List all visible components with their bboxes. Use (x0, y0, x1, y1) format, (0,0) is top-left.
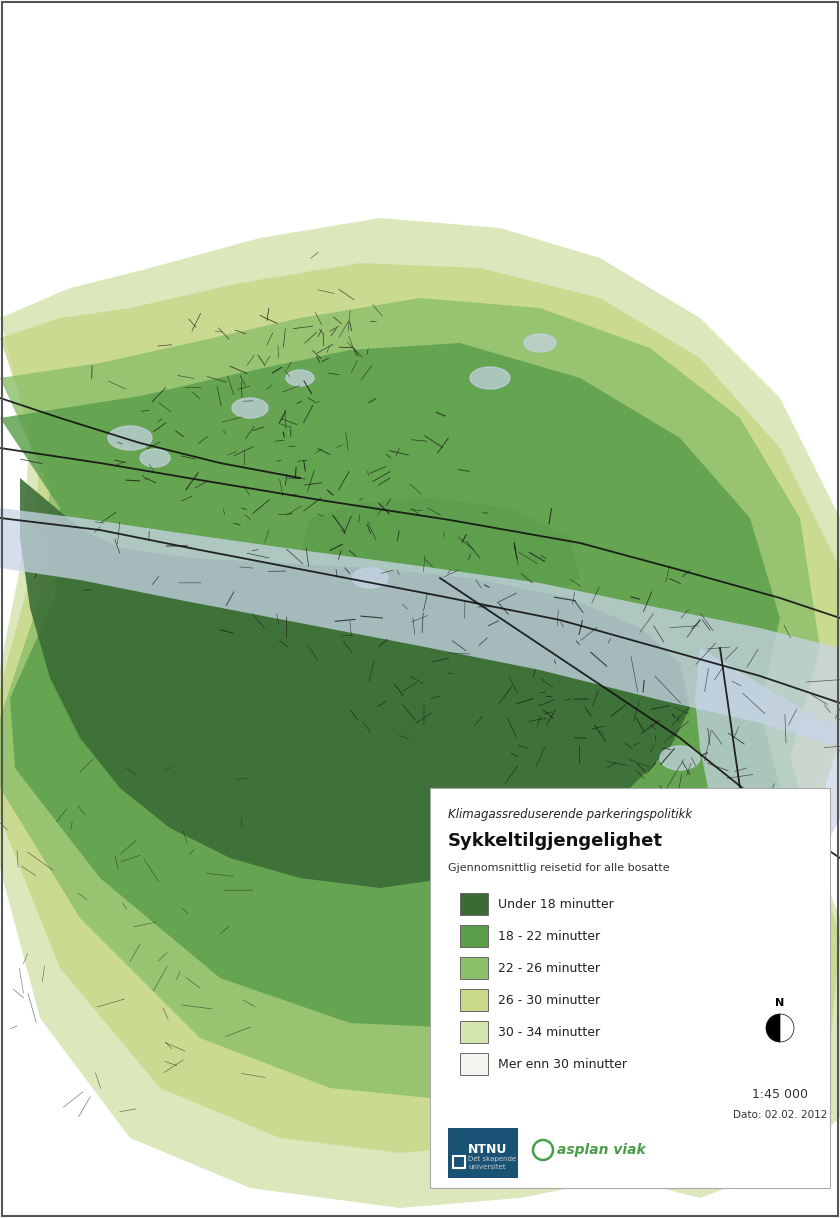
Text: 26 - 30 minutter: 26 - 30 minutter (498, 994, 600, 1006)
Polygon shape (0, 298, 820, 1097)
Ellipse shape (470, 367, 510, 389)
Text: universitet: universitet (468, 1164, 506, 1170)
Polygon shape (300, 498, 580, 618)
Text: Mer enn 30 minutter: Mer enn 30 minutter (498, 1057, 627, 1071)
Bar (460, 924, 488, 948)
Ellipse shape (352, 568, 388, 588)
Text: N: N (775, 998, 785, 1009)
Bar (460, 1021, 488, 1043)
Bar (460, 957, 488, 979)
Text: Sykkeltilgjengelighet: Sykkeltilgjengelighet (448, 832, 663, 850)
Wedge shape (780, 1015, 794, 1043)
Polygon shape (0, 263, 840, 1153)
Ellipse shape (232, 398, 268, 418)
Text: 18 - 22 minutter: 18 - 22 minutter (498, 929, 600, 943)
Ellipse shape (140, 449, 170, 466)
Polygon shape (695, 648, 840, 907)
Bar (430, 788, 830, 1188)
Bar (460, 893, 488, 915)
Wedge shape (766, 1015, 780, 1043)
Text: Dato: 02.02. 2012: Dato: 02.02. 2012 (732, 1110, 827, 1121)
Text: Klimagassreduserende parkeringspolitikk: Klimagassreduserende parkeringspolitikk (448, 808, 692, 821)
Polygon shape (0, 218, 840, 1208)
Bar (448, 1128, 518, 1178)
Bar (460, 989, 488, 1011)
Ellipse shape (286, 370, 314, 386)
Text: 1:45 000: 1:45 000 (752, 1088, 808, 1101)
Text: NTNU: NTNU (468, 1142, 507, 1156)
Text: Gjennomsnittlig reisetid for alle bosatte: Gjennomsnittlig reisetid for alle bosatt… (448, 864, 669, 873)
Text: Det skapende: Det skapende (468, 1156, 516, 1162)
Ellipse shape (108, 426, 152, 449)
Polygon shape (480, 798, 760, 938)
Text: asplan viak: asplan viak (557, 1142, 646, 1157)
Ellipse shape (524, 334, 556, 352)
Text: 30 - 34 minutter: 30 - 34 minutter (498, 1026, 600, 1039)
Bar (460, 1054, 488, 1075)
Polygon shape (20, 477, 690, 888)
Polygon shape (280, 373, 590, 508)
Ellipse shape (660, 745, 700, 770)
Bar (453, 1156, 465, 1168)
Polygon shape (0, 508, 840, 748)
Text: Under 18 minutter: Under 18 minutter (498, 898, 614, 911)
Polygon shape (0, 343, 790, 1028)
Text: 22 - 26 minutter: 22 - 26 minutter (498, 961, 600, 974)
